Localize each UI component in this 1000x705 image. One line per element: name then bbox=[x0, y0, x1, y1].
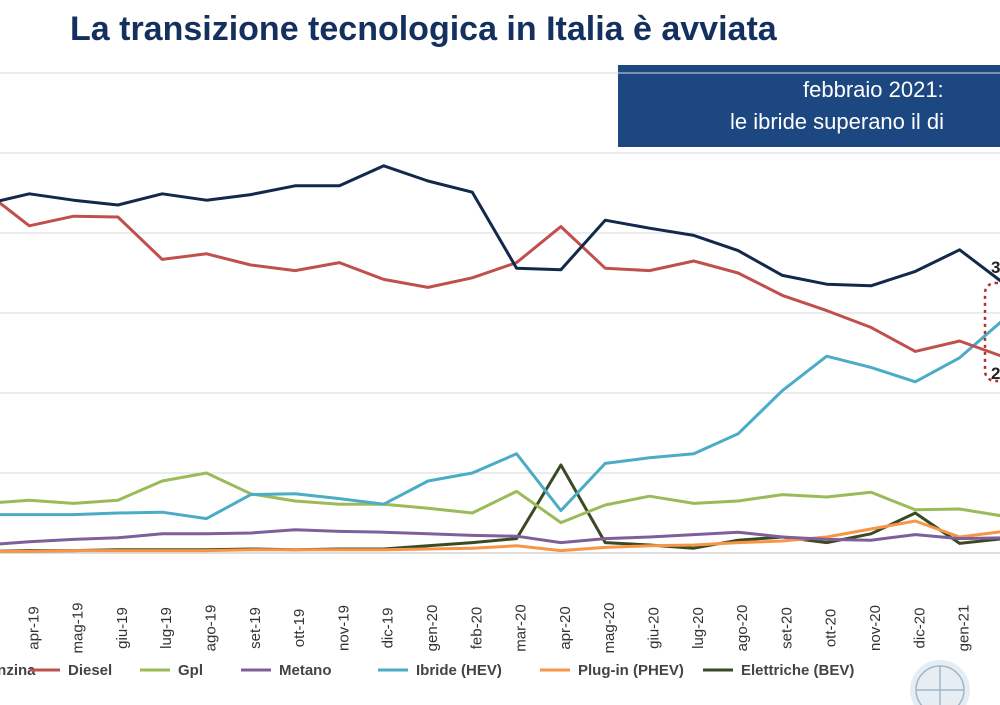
x-tick-label: dic-19 bbox=[380, 608, 397, 649]
end-label-top: 3 bbox=[991, 258, 1000, 277]
x-tick-label: mag-20 bbox=[601, 603, 618, 654]
x-tick-label: giu-19 bbox=[114, 607, 131, 649]
x-tick-label: gen-20 bbox=[424, 605, 441, 652]
legend-label-diesel: Diesel bbox=[68, 662, 112, 679]
chart-gridlines bbox=[0, 72, 1000, 474]
series-line-metano bbox=[0, 528, 1000, 546]
callout-box: febbraio 2021: le ibride superano il di bbox=[618, 65, 1000, 147]
x-tick-label: ott-20 bbox=[823, 609, 840, 647]
chart-series bbox=[0, 164, 1000, 553]
x-tick-label: nov-19 bbox=[335, 605, 352, 651]
end-label-bottom: 2 bbox=[991, 364, 1000, 383]
chart-legend: Benzina Diesel Gpl Metano Ibride (HEV) Plug-i… bbox=[0, 662, 854, 679]
callout-line-2: le ibride superano il di bbox=[730, 109, 945, 134]
x-tick-label: mar-20 bbox=[513, 604, 530, 652]
logo-icon bbox=[910, 660, 970, 705]
callout-line-1: febbraio 2021: bbox=[803, 77, 944, 102]
x-tick-label: mag-19 bbox=[70, 603, 87, 654]
x-tick-label: feb-20 bbox=[468, 607, 485, 650]
x-tick-label: dic-20 bbox=[911, 608, 928, 649]
legend-label-metano: Metano bbox=[279, 662, 332, 679]
x-tick-label: apr-20 bbox=[557, 606, 574, 649]
legend-label-ibride-hev: Ibride (HEV) bbox=[416, 662, 502, 679]
x-tick-label: set-20 bbox=[778, 607, 795, 649]
x-tick-label: ott-19 bbox=[291, 609, 308, 647]
series-line-benzina bbox=[0, 164, 1000, 288]
x-tick-label: ago-20 bbox=[734, 605, 751, 652]
legend-label-benzina: Benzina bbox=[0, 662, 36, 679]
chart-title: La transizione tecnologica in Italia è a… bbox=[70, 10, 777, 48]
series-line-plug-in-phev bbox=[0, 519, 1000, 553]
x-tick-label: giu-20 bbox=[645, 607, 662, 649]
highlight-marker bbox=[983, 281, 1000, 383]
x-tick-label: gen-21 bbox=[956, 605, 973, 652]
legend-label-elettriche-bev: Elettriche (BEV) bbox=[741, 662, 854, 679]
x-tick-label: lug-20 bbox=[690, 607, 707, 649]
x-axis-ticks: apr-19 mag-19 giu-19 lug-19 ago-19 set-19 ott-… bbox=[25, 603, 1000, 654]
legend-label-plug-in-phev: Plug-in (PHEV) bbox=[578, 662, 684, 679]
legend-label-gpl: Gpl bbox=[178, 662, 203, 679]
series-line-ibride-hev bbox=[0, 320, 1000, 521]
x-tick-label: set-19 bbox=[247, 607, 264, 649]
series-line-diesel bbox=[0, 201, 1000, 358]
x-tick-label: nov-20 bbox=[867, 605, 884, 651]
x-tick-label: ago-19 bbox=[202, 605, 219, 652]
x-tick-label: apr-19 bbox=[25, 606, 42, 649]
series-line-gpl bbox=[0, 471, 1000, 525]
x-tick-label: lug-19 bbox=[158, 607, 175, 649]
